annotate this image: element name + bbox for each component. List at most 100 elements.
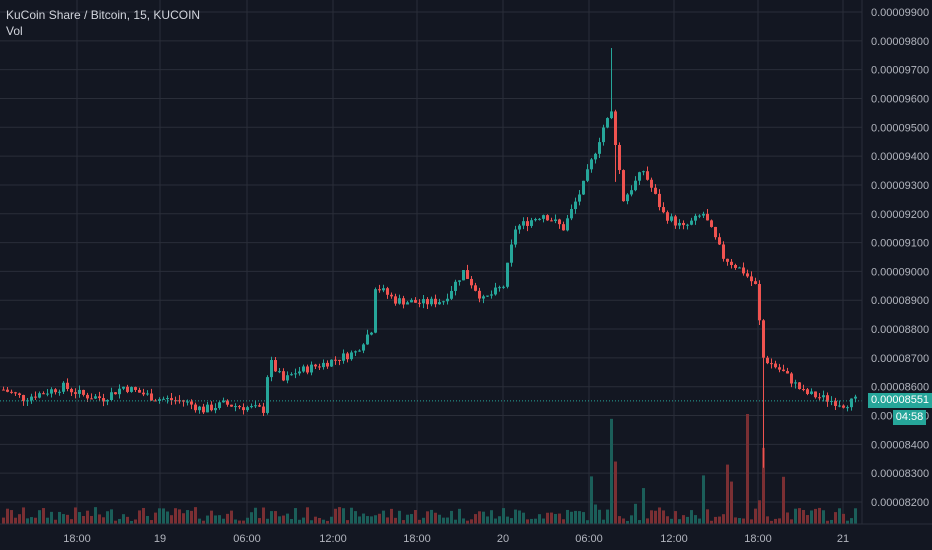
candle-body [162, 398, 165, 400]
candle-body [514, 229, 517, 245]
candle-body [238, 406, 241, 408]
volume-bar [110, 509, 113, 524]
price-tick-label: 0.00009000 [871, 266, 929, 278]
volume-bar [174, 508, 177, 524]
volume-bar [158, 508, 161, 524]
candle-body [342, 353, 345, 361]
price-tick-label: 0.00009200 [871, 209, 929, 221]
volume-bar [694, 515, 697, 524]
candle-body [326, 362, 329, 367]
volume-bar [794, 508, 797, 524]
volume-bar [658, 507, 661, 524]
candle-body [230, 404, 233, 407]
volume-bar [346, 520, 349, 524]
candle-body [302, 366, 305, 372]
candle-body [742, 267, 745, 274]
volume-bar [554, 513, 557, 524]
candle-body [526, 221, 529, 226]
volume-bar [482, 511, 485, 524]
candle-body [790, 373, 793, 384]
volume-bar [826, 520, 829, 524]
volume-bar [462, 518, 465, 524]
candles [2, 47, 857, 468]
last-price-tag: 0.00008551 [868, 393, 932, 408]
candle-body [410, 299, 413, 303]
candle-body [638, 172, 641, 181]
price-tick-label: 0.00008700 [871, 353, 929, 365]
candle-body [750, 276, 753, 282]
candle-body [622, 170, 625, 202]
volume-bar [474, 514, 477, 524]
volume-bar [718, 516, 721, 524]
volume-bar [450, 510, 453, 524]
candle-body [354, 351, 357, 353]
volume-bar [90, 515, 93, 524]
volume-bar [306, 507, 309, 524]
candle-body [438, 302, 441, 305]
candle-body [14, 392, 17, 394]
candle-body [854, 396, 857, 399]
volume-bar [122, 514, 125, 524]
candle-body [646, 171, 649, 180]
volume-bar [402, 520, 405, 524]
price-axis-panel[interactable] [862, 0, 932, 524]
volume-bar [778, 518, 781, 524]
volume-bar [490, 510, 493, 524]
volume-bar [818, 507, 821, 524]
candle-body [310, 364, 313, 373]
volume-bar [770, 520, 773, 524]
volume-bar [726, 464, 729, 524]
candle-body [694, 215, 697, 221]
volume-bar [250, 512, 253, 524]
chart-legend: KuCoin Share / Bitcoin, 15, KUCOIN Vol [6, 7, 200, 39]
candle-body [462, 270, 465, 281]
volume-bar [654, 510, 657, 524]
volume-bar [558, 513, 561, 524]
candle-body [582, 180, 585, 195]
candle-body [358, 350, 361, 352]
volume-bar [502, 508, 505, 524]
volume-bar [642, 488, 645, 524]
candle-body [94, 396, 97, 399]
symbol-title[interactable]: KuCoin Share / Bitcoin, 15, KUCOIN [6, 8, 201, 22]
volume-bar [586, 520, 589, 524]
candle-body [18, 393, 21, 396]
candle-body [306, 366, 309, 373]
volume-bar [62, 514, 65, 524]
volume-bar [358, 516, 361, 524]
candle-body [650, 179, 653, 188]
candle-body [346, 353, 349, 360]
candle-body [206, 404, 209, 413]
volume-bar [198, 518, 201, 524]
candle-body [570, 209, 573, 219]
volume-bar [166, 511, 169, 524]
candle-body [634, 180, 637, 191]
volume-bar [70, 519, 73, 524]
price-tick-label: 0.00008600 [871, 382, 929, 394]
volume-indicator-label[interactable]: Vol [6, 24, 23, 38]
candle-body [850, 398, 853, 408]
volume-bar [750, 519, 753, 524]
candle-body [62, 382, 65, 392]
grid [0, 0, 862, 524]
candle-body [678, 222, 681, 226]
volume-bar [194, 507, 197, 524]
price-axis-labels: 0.000082000.000083000.000084000.00008500… [871, 7, 929, 509]
volume-bar [378, 513, 381, 524]
candle-body [250, 406, 253, 408]
volume-bar [386, 517, 389, 524]
volume-bar [618, 516, 621, 524]
candle-body [518, 225, 521, 230]
candle-body [542, 215, 545, 219]
candle-body [190, 401, 193, 405]
candle-body [610, 111, 613, 119]
candle-body [718, 237, 721, 245]
volume-bar [202, 520, 205, 524]
candle-body [198, 406, 201, 411]
candle-body [722, 244, 725, 259]
volume-bar [134, 519, 137, 524]
candle-body [458, 280, 461, 282]
candle-body [478, 290, 481, 299]
volume-bar [18, 514, 21, 524]
